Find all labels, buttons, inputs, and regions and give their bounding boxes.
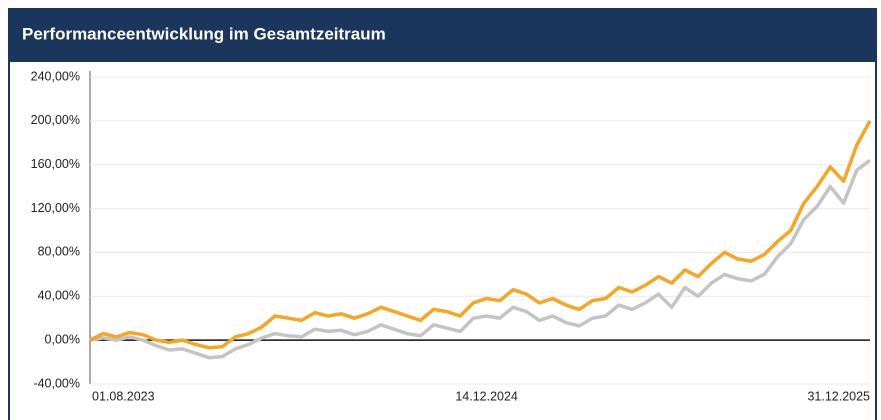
y-tick-label: 240,00%	[31, 69, 80, 83]
x-tick-label: 14.12.2024	[455, 389, 518, 403]
y-tick-label: 200,00%	[31, 113, 80, 127]
series-line	[89, 120, 872, 350]
y-tick-label: 160,00%	[31, 157, 80, 171]
x-tick-label: 01.08.2023	[92, 389, 155, 403]
y-tick-label: 80,00%	[38, 245, 80, 259]
y-tick-label: 0,00%	[45, 332, 80, 346]
series-line	[89, 158, 872, 360]
chart-title: Performanceentwicklung im Gesamtzeitraum	[22, 24, 386, 43]
header-bar	[8, 8, 877, 62]
y-tick-label: 120,00%	[31, 201, 80, 215]
y-tick-label: -40,00%	[33, 376, 80, 390]
y-tick-label: 40,00%	[38, 289, 80, 303]
x-tick-label: 31.12.2025	[807, 389, 870, 403]
